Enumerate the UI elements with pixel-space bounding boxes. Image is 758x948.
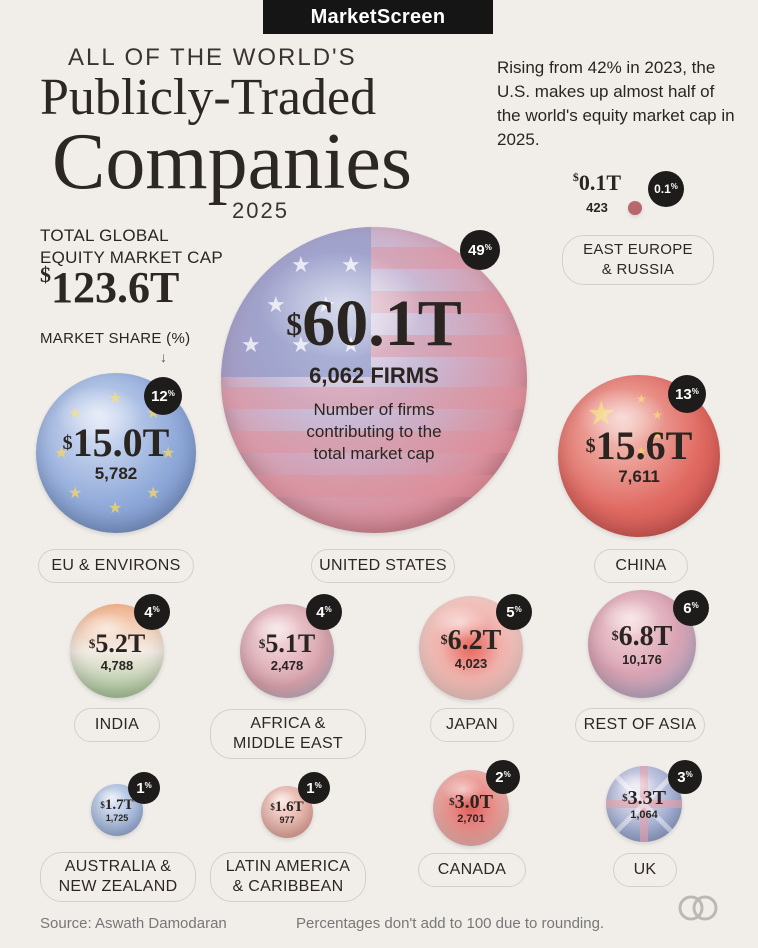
- anz-value: 1.7T: [104, 797, 134, 813]
- rounding-note: Percentages don't add to 100 due to roun…: [296, 915, 605, 932]
- bubble-east-europe: [628, 201, 642, 215]
- total-label: TOTAL GLOBAL EQUITY MARKET CAP: [40, 225, 223, 269]
- latam-pct-badge: 1%: [298, 772, 330, 804]
- brand-logo: MarketScreen: [263, 0, 493, 34]
- india-pct-badge: 4%: [134, 594, 170, 630]
- eu-firms: 5,782: [94, 464, 138, 483]
- label-uk: UK: [613, 853, 677, 887]
- japan-firms: 4,023: [454, 655, 488, 671]
- title-line-2: Companies: [52, 118, 412, 206]
- canada-pct-badge: 2%: [486, 760, 520, 794]
- svg-text:★: ★: [161, 445, 175, 462]
- india-firms: 4,788: [100, 657, 134, 673]
- svg-text:★: ★: [108, 500, 122, 517]
- total-currency: $: [40, 262, 51, 287]
- firms-word: FIRMS: [370, 363, 439, 388]
- label-africa-middle-east: AFRICA & MIDDLE EAST: [210, 709, 366, 759]
- source-note: Source: Aswath Damodaran: [40, 915, 227, 932]
- label-latin-america-caribbean: LATIN AMERICA & CARIBBEAN: [210, 852, 366, 902]
- title-line-1: Publicly-Traded: [40, 69, 377, 126]
- bubble-united-states: ★★★ ★★ ★★★ $60.1T 6,062 FIRMS Number of …: [221, 227, 527, 533]
- label-east-europe-russia: EAST EUROPE & RUSSIA: [562, 235, 714, 285]
- label-japan: JAPAN: [430, 708, 514, 742]
- japan-value: 6.2T: [447, 624, 502, 656]
- canada-firms: 2,701: [457, 813, 485, 825]
- canada-value: 3.0T: [454, 791, 493, 813]
- east-europe-pct-badge: 0.1%: [648, 171, 684, 207]
- title-top-line: ALL OF THE WORLD'S: [68, 44, 357, 71]
- africa-value: 5.1T: [265, 628, 316, 658]
- label-rest-of-asia: REST OF ASIA: [575, 708, 705, 742]
- title-year: 2025: [232, 198, 289, 223]
- us-firms: 6,062: [309, 363, 365, 388]
- total-label-line-2: EQUITY MARKET CAP: [40, 248, 224, 267]
- anz-pct-badge: 1%: [128, 772, 160, 804]
- china-firms: 7,611: [618, 467, 660, 486]
- svg-text:★: ★: [146, 485, 160, 502]
- svg-text:★: ★: [652, 428, 663, 442]
- uk-firms: 1,064: [630, 809, 658, 821]
- firms-caption: Number of firms contributing to the tota…: [306, 400, 442, 463]
- uk-pct-badge: 3%: [668, 760, 702, 794]
- japan-pct-badge: 5%: [496, 594, 532, 630]
- eu-value: 15.0T: [72, 420, 170, 465]
- bubble-africa-middle-east: $5.1T 2,478: [240, 604, 334, 698]
- intro-text: Rising from 42% in 2023, the U.S. makes …: [497, 58, 735, 149]
- africa-pct-badge: 4%: [306, 594, 342, 630]
- label-united-states: UNITED STATES: [311, 549, 455, 583]
- svg-text:★: ★: [54, 445, 68, 462]
- total-label-line-1: TOTAL GLOBAL: [40, 226, 169, 245]
- east-europe-value: 0.1T: [578, 170, 622, 195]
- svg-text:★: ★: [241, 332, 261, 357]
- eu-pct-badge: 12%: [144, 377, 182, 415]
- down-arrow-icon: ↓: [160, 349, 167, 365]
- label-australia-new-zealand: AUSTRALIA & NEW ZEALAND: [40, 852, 196, 902]
- market-share-label: MARKET SHARE (%): [40, 330, 191, 347]
- anz-firms: 1,725: [105, 813, 129, 823]
- uk-value: 3.3T: [627, 787, 666, 809]
- east-europe-values: $0.1T 423: [562, 170, 632, 215]
- africa-firms: 2,478: [270, 657, 304, 673]
- latam-value: 1.6T: [274, 799, 304, 815]
- total-amount: 123.6T: [51, 263, 180, 312]
- svg-text:★: ★: [636, 444, 647, 458]
- rest-asia-value: 6.8T: [618, 620, 673, 652]
- bubble-japan: $6.2T 4,023: [419, 596, 523, 700]
- china-value: 15.6T: [595, 423, 693, 468]
- latam-firms: 977: [279, 815, 295, 825]
- label-china: CHINA: [594, 549, 688, 583]
- china-pct-badge: 13%: [668, 375, 706, 413]
- rest-asia-pct-badge: 6%: [673, 590, 709, 626]
- us-value: 60.1T: [302, 287, 462, 360]
- visual-capitalist-logo-icon: [678, 892, 718, 924]
- svg-text:★: ★: [241, 252, 261, 277]
- east-europe-firms: 423: [586, 200, 608, 215]
- label-eu-environs: EU & ENVIRONS: [38, 549, 194, 583]
- label-india: INDIA: [74, 708, 160, 742]
- us-pct-badge: 49%: [460, 230, 500, 270]
- label-canada: CANADA: [418, 853, 526, 887]
- india-value: 5.2T: [95, 628, 146, 658]
- total-value: $123.6T: [40, 262, 179, 313]
- svg-text:★: ★: [68, 485, 82, 502]
- rest-asia-firms: 10,176: [622, 651, 662, 667]
